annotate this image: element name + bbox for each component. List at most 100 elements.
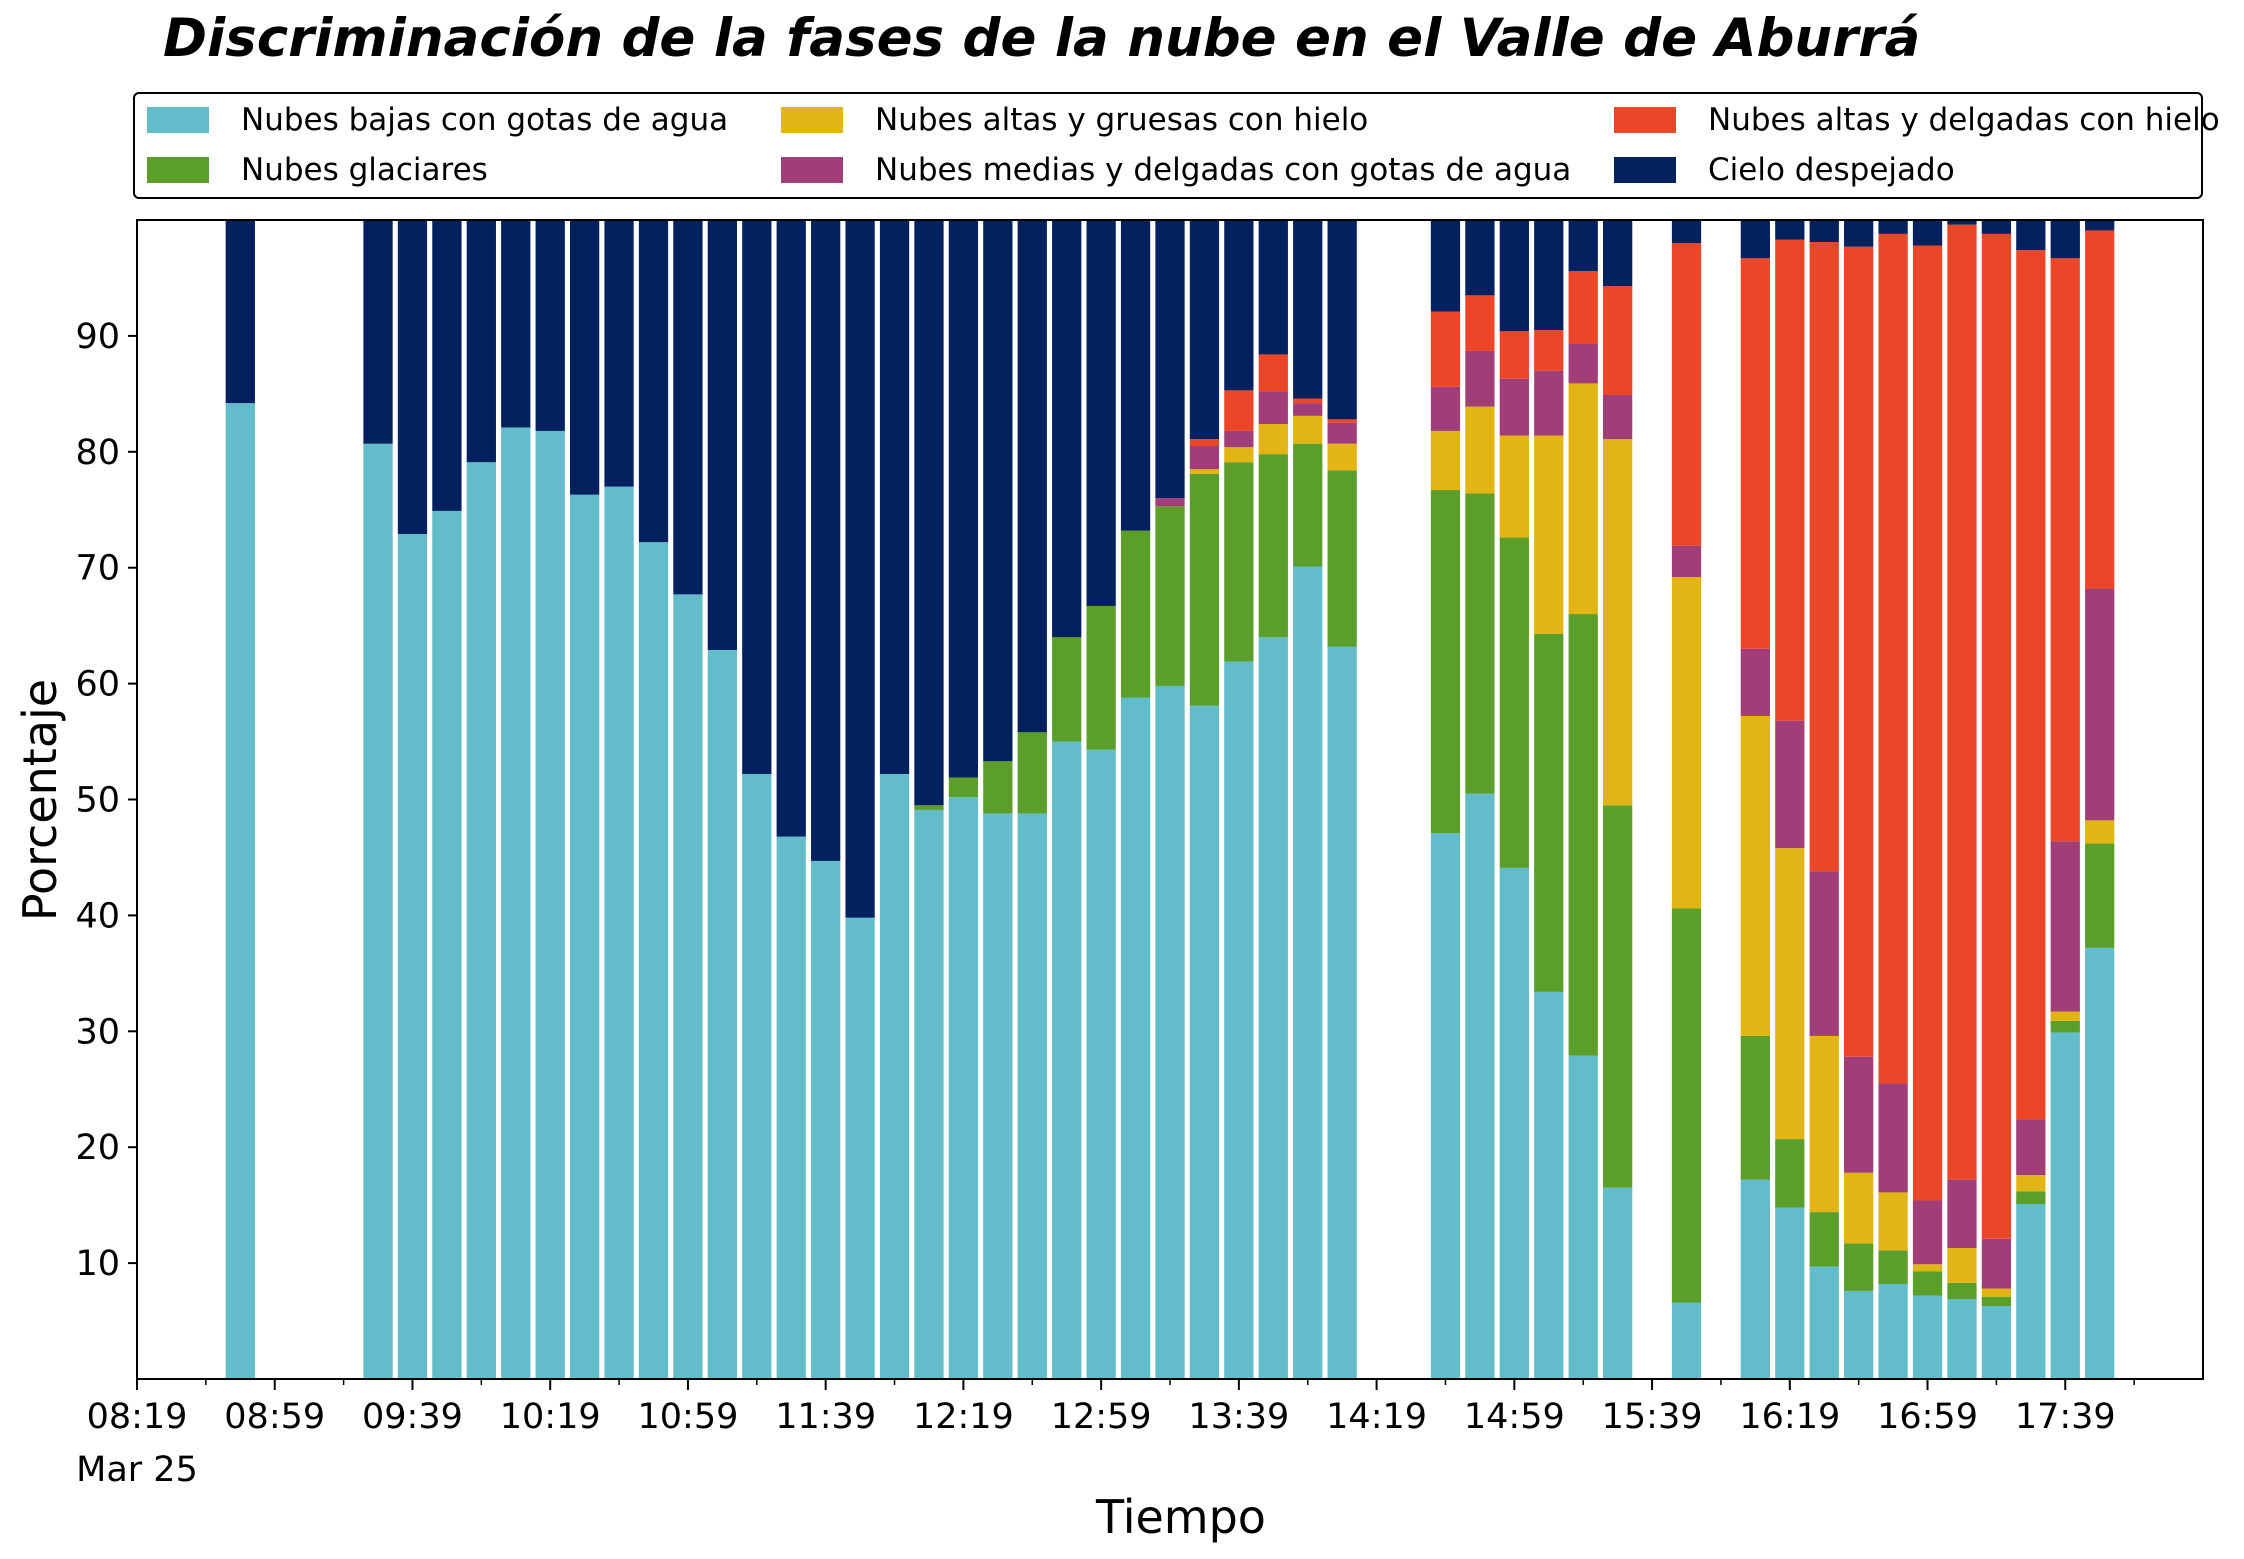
bar-segment	[1878, 1083, 1908, 1193]
bar-segment	[1534, 991, 1564, 1379]
bar-segment	[1912, 1295, 1943, 1379]
bar-segment	[1017, 732, 1047, 814]
bar-segment	[983, 813, 1013, 1379]
bar-segment	[1740, 1179, 1770, 1379]
bar-segment	[1465, 793, 1495, 1379]
x-tick-label: 16:19	[1739, 1397, 1840, 1437]
bar-segment	[2050, 1011, 2080, 1021]
bar-segment	[1327, 419, 1357, 423]
bar-segment	[707, 220, 737, 650]
y-tick-label: 80	[75, 433, 120, 473]
bar-segment	[1327, 470, 1357, 647]
bar-segment	[1465, 295, 1495, 351]
bar-segment	[1775, 1139, 1805, 1208]
bar-segment	[466, 220, 496, 463]
bar-segment	[225, 403, 255, 1379]
bar-segment	[2016, 220, 2046, 251]
bar-segment	[1189, 446, 1220, 470]
bar-segment	[1912, 245, 1943, 1201]
bar-segment	[742, 220, 772, 774]
bar-segment	[1430, 311, 1461, 387]
bar-segment	[1878, 1283, 1908, 1379]
bar-segment	[570, 220, 600, 495]
bar-segment	[1878, 1250, 1908, 1284]
bar-segment	[1499, 331, 1529, 379]
bar-segment	[466, 462, 496, 1380]
bar-segment	[1568, 344, 1598, 384]
bar-segment	[397, 220, 428, 535]
bar-segment	[1430, 386, 1461, 431]
x-tick-label: 10:59	[637, 1397, 738, 1437]
bar-segment	[2050, 841, 2080, 1012]
x-tick-label: 12:19	[913, 1397, 1014, 1437]
bar-segment	[1809, 1212, 1839, 1267]
x-tick-label: 17:39	[2015, 1397, 2116, 1437]
bar-segment	[432, 220, 462, 511]
x-axis: 08:19 Mar 25 08:59 09:39 10:19 10:59 11:39 12:1…	[76, 1379, 2135, 1490]
bar-segment	[1293, 403, 1323, 416]
bar-segment	[1981, 1288, 2012, 1297]
bar-segment	[1017, 813, 1047, 1379]
y-tick-label: 60	[75, 665, 120, 705]
bar-segment	[1499, 378, 1529, 436]
legend: Nubes bajas con gotas de agua Nubes glaci…	[133, 92, 2220, 199]
bar-segment	[1465, 493, 1495, 794]
bar-segment	[2050, 220, 2080, 259]
bar-segment	[1086, 220, 1116, 606]
x-tick-label: 08:19	[87, 1397, 188, 1437]
bar-segment	[1981, 1296, 2012, 1306]
legend-label: Nubes medias y delgadas con gotas de agu…	[875, 152, 1572, 188]
bar-segment	[2085, 588, 2115, 821]
legend-label: Nubes altas y gruesas con hielo	[875, 102, 1369, 138]
bar-segment	[2085, 947, 2115, 1379]
y-tick-label: 20	[75, 1128, 120, 1168]
bar-segment	[1534, 330, 1564, 371]
x-tick-label: 15:39	[1602, 1397, 1703, 1437]
bar-segment	[1534, 435, 1564, 634]
bar-segment	[1603, 439, 1633, 806]
bar-segment	[1775, 239, 1805, 721]
bar-segment	[1878, 220, 1908, 234]
bar-segment	[1775, 1207, 1805, 1379]
bar-segment	[1603, 395, 1633, 440]
bar-segment	[1671, 220, 1702, 244]
bar-segment	[879, 774, 910, 1379]
bar-segment	[948, 220, 979, 778]
bar-segment	[1809, 242, 1839, 872]
bar-segment	[1017, 220, 1047, 733]
bar-segment	[501, 427, 531, 1380]
bar-segment	[1568, 1055, 1598, 1379]
bar-segment	[1293, 398, 1323, 404]
bar-segment	[1224, 220, 1254, 391]
bar-segment	[1189, 705, 1220, 1379]
bar-segment	[1844, 1056, 1874, 1173]
y-tick-label: 90	[75, 317, 120, 357]
bar-segment	[2016, 1203, 2046, 1379]
bar-segment	[1499, 537, 1529, 868]
bar-segment	[1603, 1187, 1633, 1379]
bar-segment	[2050, 258, 2080, 842]
bar-segment	[1224, 447, 1254, 463]
bar-segment	[1258, 637, 1288, 1379]
legend-swatch	[147, 107, 209, 133]
legend-label: Nubes altas y delgadas con hielo	[1708, 102, 2220, 138]
bar-segment	[1327, 422, 1357, 444]
bar-segment	[1293, 415, 1323, 444]
bar-segment	[1671, 908, 1702, 1303]
bar-segment	[1671, 576, 1702, 909]
bar-segment	[1878, 233, 1908, 1084]
bar-segment	[2050, 1020, 2080, 1033]
bar-segment	[2016, 1191, 2046, 1204]
y-tick-label: 70	[75, 549, 120, 589]
bar-segment	[1052, 220, 1082, 638]
bar-segment	[1534, 633, 1564, 992]
bar-segment	[1155, 498, 1185, 507]
bar-segment	[1809, 1266, 1839, 1379]
bar-segment	[1775, 720, 1805, 849]
bar-segment	[1189, 473, 1220, 706]
bar-segment	[1189, 220, 1220, 440]
bar-segment	[1052, 741, 1082, 1379]
bar-segment	[397, 534, 428, 1379]
bar-segment	[1671, 545, 1702, 577]
bar-segment	[363, 220, 393, 444]
